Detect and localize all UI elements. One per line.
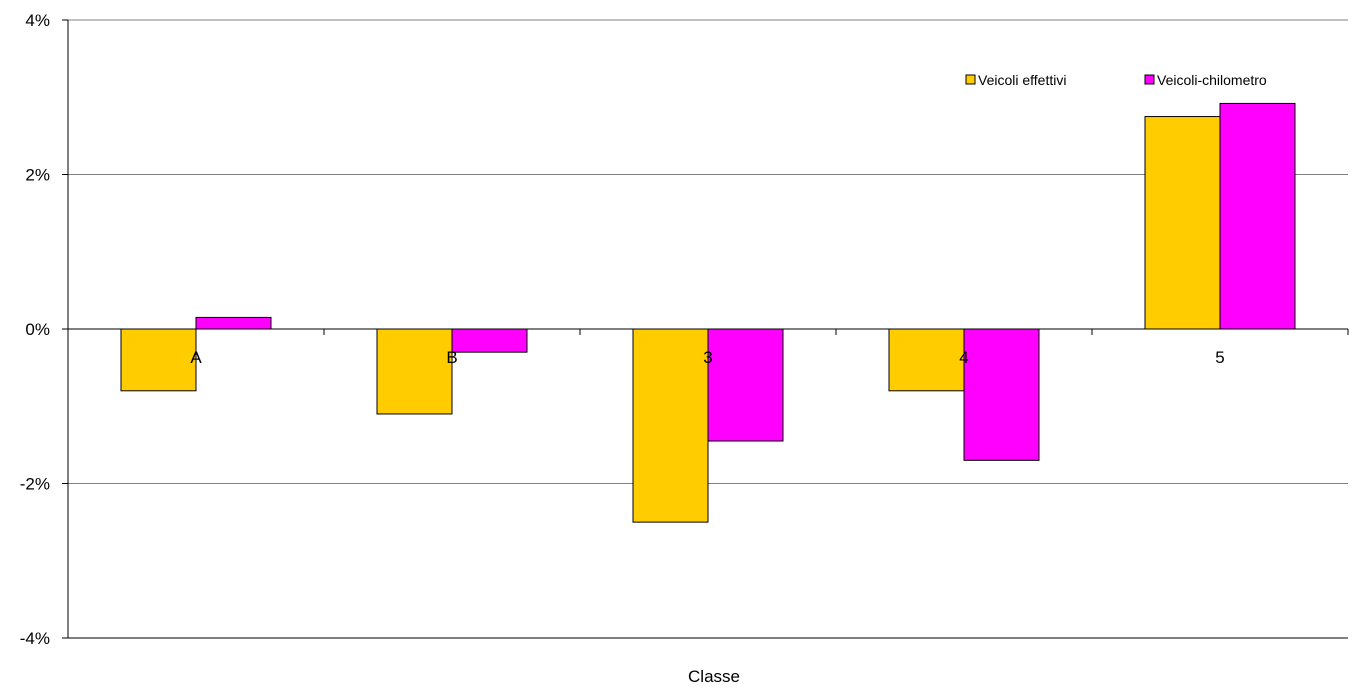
y-tick-label: 0% [25, 320, 50, 339]
category-labels: A B 3 4 5 [190, 348, 1224, 367]
y-tick-label: -2% [20, 475, 50, 494]
y-tick-label: -4% [20, 629, 50, 648]
bar-veicoli-effettivi-B [376, 328, 453, 415]
category-label: 3 [703, 348, 712, 367]
bar-veicoli-effettivi-3 [632, 328, 709, 523]
legend: Veicoli effettivi Veicoli-chilometro [965, 72, 1267, 88]
bar-veicoli-chilometro-3 [707, 328, 784, 442]
legend-swatch [965, 74, 976, 85]
bar-veicoli-chilometro-A [195, 316, 272, 330]
bar-veicoli-effettivi-A [120, 328, 197, 392]
axes [67, 20, 1349, 639]
x-axis-title: Classe [688, 667, 740, 686]
legend-label: Veicoli-chilometro [1157, 72, 1267, 88]
category-label: A [190, 348, 202, 367]
bars [120, 102, 1296, 523]
y-tick-label: 2% [25, 166, 50, 185]
y-tick-label: 4% [25, 11, 50, 30]
legend-label: Veicoli effettivi [978, 72, 1066, 88]
category-label: 5 [1215, 348, 1224, 367]
bar-veicoli-chilometro-4 [963, 328, 1040, 461]
bar-veicoli-chilometro-B [451, 328, 528, 353]
bar-veicoli-effettivi-5 [1144, 116, 1221, 330]
category-label: 4 [959, 348, 968, 367]
bar-veicoli-chilometro-5 [1219, 102, 1296, 330]
legend-swatch [1144, 74, 1155, 85]
y-axis-ticks: 4% 2% 0% -2% -4% [20, 11, 68, 648]
category-label: B [446, 348, 457, 367]
bar-veicoli-effettivi-4 [888, 328, 965, 392]
